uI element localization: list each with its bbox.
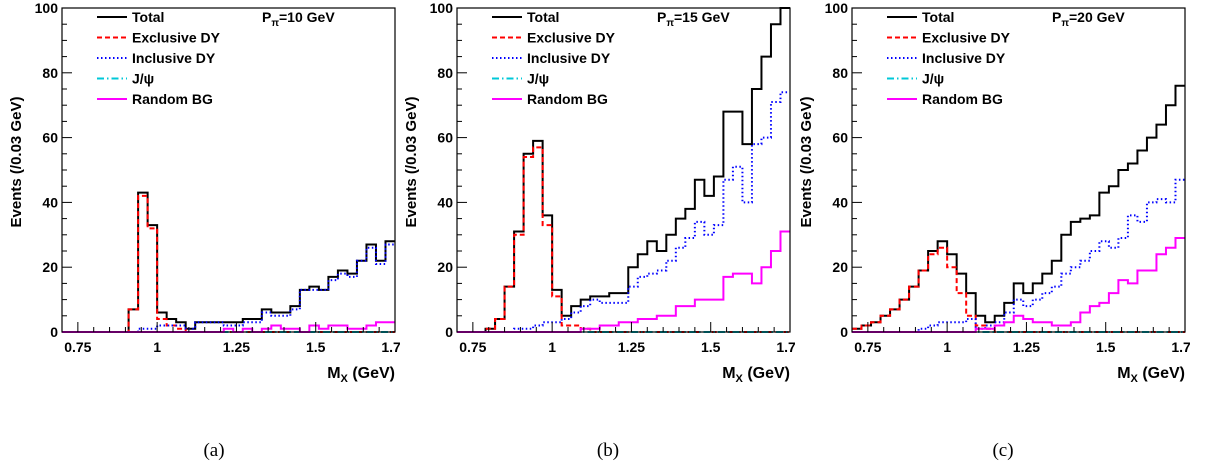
- legend-label: Total: [527, 9, 559, 25]
- x-tick-label: 1.75: [381, 339, 400, 355]
- y-tick-label: 40: [437, 194, 453, 210]
- y-axis-label: Events (/0.03 GeV): [8, 97, 25, 228]
- x-tick-label: 0.75: [854, 339, 881, 355]
- series-line-inclusive-dy: [457, 91, 790, 333]
- plot-frame: [61, 7, 396, 333]
- momentum-annotation: Pπ=20 GeV: [1052, 9, 1125, 29]
- chart-svg: 0.75 1 1.25 1.5 1.75 0 20 40 60 80 100 Events (/0.0…: [8, 0, 400, 385]
- x-tick-label: 1: [153, 339, 161, 355]
- y-tick-label: 0: [445, 324, 453, 340]
- chart-svg: 0.75 1 1.25 1.5 1.75 0 20 40 60 80 100 Events (/0.0…: [798, 0, 1190, 385]
- legend-label: Exclusive DY: [922, 30, 1011, 46]
- legend: Total Exclusive DY Inclusive DY J/ψ Random B…: [97, 9, 221, 107]
- caption-a: (a): [203, 440, 225, 461]
- y-tick-label: 60: [832, 130, 848, 146]
- legend-label: J/ψ: [132, 71, 154, 87]
- legend-label: Exclusive DY: [132, 30, 221, 46]
- legend: Total Exclusive DY Inclusive DY J/ψ Random B…: [492, 9, 616, 107]
- legend-label: J/ψ: [527, 71, 549, 87]
- x-tick-label: 1.5: [306, 339, 326, 355]
- legend-label: Random BG: [922, 91, 1003, 107]
- x-axis-label: MX (GeV): [1117, 365, 1185, 385]
- series-line-random-bg: [852, 237, 1185, 333]
- x-tick-label: 1: [548, 339, 556, 355]
- y-tick-label: 100: [825, 0, 849, 16]
- x-tick-label: 1.5: [1096, 339, 1116, 355]
- x-tick-label: 1.75: [1171, 339, 1190, 355]
- legend-label: Inclusive DY: [527, 50, 611, 66]
- series-line-inclusive-dy: [852, 178, 1185, 333]
- x-tick-label: 1: [943, 339, 951, 355]
- legend: Total Exclusive DY Inclusive DY J/ψ Random B…: [887, 9, 1011, 107]
- plot-frame: [456, 7, 791, 333]
- y-tick-label: 20: [437, 259, 453, 275]
- y-tick-label: 100: [35, 0, 59, 16]
- momentum-annotation: Pπ=10 GeV: [262, 9, 335, 29]
- x-tick-label: 1.5: [701, 339, 721, 355]
- series-line-random-bg: [62, 321, 395, 333]
- caption-c: (c): [992, 440, 1014, 461]
- series-line-total: [852, 84, 1185, 330]
- y-tick-label: 60: [42, 130, 58, 146]
- y-tick-label: 0: [840, 324, 848, 340]
- y-tick-label: 60: [437, 130, 453, 146]
- x-tick-label: 1.25: [223, 339, 250, 355]
- histogram-panel-a: 0.75 1 1.25 1.5 1.75 0 20 40 60 80 100 Events (/0.0…: [0, 0, 400, 400]
- y-tick-label: 100: [430, 0, 454, 16]
- y-tick-label: 0: [50, 324, 58, 340]
- legend-label: Inclusive DY: [922, 50, 1006, 66]
- x-tick-label: 1.25: [1013, 339, 1040, 355]
- y-tick-label: 80: [437, 65, 453, 81]
- x-axis-label: MX (GeV): [722, 365, 790, 385]
- x-tick-label: 1.25: [618, 339, 645, 355]
- y-tick-label: 80: [832, 65, 848, 81]
- legend-label: Exclusive DY: [527, 30, 616, 46]
- legend-label: Total: [922, 9, 954, 25]
- y-tick-label: 40: [832, 194, 848, 210]
- legend-label: Inclusive DY: [132, 50, 216, 66]
- x-axis-label: MX (GeV): [327, 365, 395, 385]
- y-tick-label: 80: [42, 65, 58, 81]
- series-line-random-bg: [457, 230, 790, 333]
- series-line-exclusive-dy: [852, 246, 1185, 333]
- y-axis-label: Events (/0.03 GeV): [403, 97, 420, 228]
- series-line-total: [457, 7, 790, 333]
- series-line-inclusive-dy: [62, 243, 395, 333]
- legend-label: Random BG: [527, 91, 608, 107]
- momentum-annotation: Pπ=15 GeV: [657, 9, 730, 29]
- x-tick-label: 1.75: [776, 339, 795, 355]
- x-tick-label: 0.75: [64, 339, 91, 355]
- y-tick-label: 40: [42, 194, 58, 210]
- y-tick-label: 20: [42, 259, 58, 275]
- legend-label: Total: [132, 9, 164, 25]
- series-line-exclusive-dy: [62, 194, 395, 333]
- chart-svg: 0.75 1 1.25 1.5 1.75 0 20 40 60 80 100 Events (/0.0…: [403, 0, 795, 385]
- series-line-exclusive-dy: [457, 146, 790, 333]
- y-tick-label: 20: [832, 259, 848, 275]
- legend-label: J/ψ: [922, 71, 944, 87]
- histogram-panel-b: 0.75 1 1.25 1.5 1.75 0 20 40 60 80 100 Events (/0.0…: [395, 0, 795, 400]
- series-line-total: [62, 191, 395, 333]
- legend-label: Random BG: [132, 91, 213, 107]
- y-axis-label: Events (/0.03 GeV): [798, 97, 815, 228]
- histogram-panel-c: 0.75 1 1.25 1.5 1.75 0 20 40 60 80 100 Events (/0.0…: [790, 0, 1190, 400]
- x-tick-label: 0.75: [459, 339, 486, 355]
- caption-b: (b): [596, 440, 620, 461]
